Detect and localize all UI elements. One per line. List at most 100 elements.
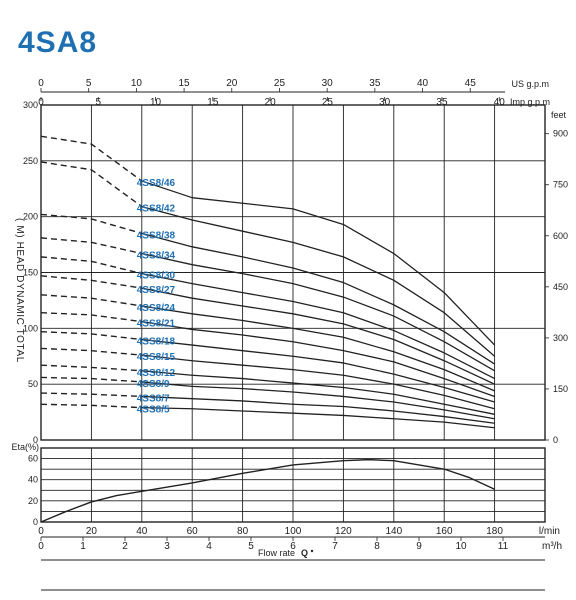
m3h-tick-label: 9 xyxy=(416,541,422,552)
m3h-tick-label: 1 xyxy=(80,541,86,552)
head-axis-tick-label: 250 xyxy=(23,156,38,166)
m3h-tick-label: 0 xyxy=(38,541,44,552)
m3h-tick-label: 8 xyxy=(374,541,380,552)
us-gpm-tick-label: 20 xyxy=(226,78,238,89)
lmin-tick-label: 160 xyxy=(436,526,453,537)
head-curve xyxy=(141,205,496,357)
efficiency-curve xyxy=(40,458,495,523)
lmin-tick-label: 140 xyxy=(385,526,402,537)
head-curve-dashed xyxy=(40,135,143,182)
series-label: 4SS8/24 xyxy=(137,303,176,314)
lmin-unit-label: l/min xyxy=(539,526,560,537)
m3h-unit-label: m³/h xyxy=(542,541,562,552)
head-curve xyxy=(141,287,495,385)
imp-gpm-tick-label: 30 xyxy=(379,97,391,108)
head-curve-dashed xyxy=(40,376,142,383)
head-axis-tick-label: 0 xyxy=(33,435,38,445)
series-label: 4SS8/42 xyxy=(137,204,176,215)
head-axis-tick-label: 50 xyxy=(28,379,38,389)
imp-gpm-tick-label: 10 xyxy=(150,97,162,108)
head-curve xyxy=(141,232,495,365)
us-gpm-tick-label: 15 xyxy=(179,78,191,89)
head-curve-dashed xyxy=(40,403,142,409)
head-curve xyxy=(141,338,495,403)
x-axis-title: Flow rate xyxy=(258,548,295,558)
feet-axis-tick-label: 600 xyxy=(553,231,568,241)
m3h-tick-label: 11 xyxy=(498,541,509,552)
m3h-tick-label: 2 xyxy=(122,541,128,552)
feet-axis-tick-label: 150 xyxy=(553,384,568,394)
imp-gpm-tick-label: 0 xyxy=(38,97,44,108)
us-gpm-tick-label: 25 xyxy=(274,78,286,89)
head-curve-dashed xyxy=(40,161,143,208)
series-label: 4SS8/30 xyxy=(137,271,176,282)
lmin-tick-label: 180 xyxy=(486,526,503,537)
series-label: 4SS8/15 xyxy=(137,352,176,363)
lmin-tick-label: 40 xyxy=(136,526,148,537)
head-axis-tick-label: 200 xyxy=(23,212,38,222)
lmin-tick-label: 60 xyxy=(187,526,199,537)
m3h-tick-label: 6 xyxy=(290,541,296,552)
series-label: 4SS8/12 xyxy=(137,368,176,379)
imp-gpm-tick-label: 15 xyxy=(207,97,219,108)
head-curve-dashed xyxy=(40,312,142,323)
feet-axis-unit-label: feet xyxy=(551,110,567,120)
m3h-tick-label: 10 xyxy=(455,541,467,552)
series-label: 4SS8/9 xyxy=(137,379,170,390)
m3h-tick-label: 5 xyxy=(248,541,254,552)
eff-axis-tick-label: 60 xyxy=(28,454,38,464)
head-curve xyxy=(141,354,495,410)
head-curve-dashed xyxy=(40,256,142,275)
head-curve-dashed xyxy=(40,294,142,307)
feet-axis-tick-label: 0 xyxy=(553,435,558,445)
lmin-tick-label: 120 xyxy=(335,526,352,537)
series-label: 4SS8/46 xyxy=(137,178,176,189)
m3h-tick-label: 3 xyxy=(164,541,170,552)
feet-axis-tick-label: 300 xyxy=(553,333,568,343)
head-curve xyxy=(141,320,495,398)
us-gpm-tick-label: 45 xyxy=(465,78,477,89)
eff-axis-tick-label: 0 xyxy=(33,517,38,527)
us-gpm-unit-label: US g.p.m xyxy=(511,79,549,89)
head-curve xyxy=(141,406,495,429)
head-curve-dashed xyxy=(40,330,142,341)
imp-gpm-tick-label: 35 xyxy=(436,97,448,108)
imp-gpm-tick-label: 25 xyxy=(322,97,334,108)
imp-gpm-tick-label: 20 xyxy=(265,97,277,108)
head-axis-tick-label: 150 xyxy=(23,268,38,278)
head-curve xyxy=(141,305,495,392)
feet-axis-tick-label: 450 xyxy=(553,282,568,292)
head-curve xyxy=(141,252,495,372)
eff-axis-tick-label: 40 xyxy=(28,475,38,485)
head-curve xyxy=(141,272,495,380)
lmin-tick-label: 20 xyxy=(86,526,98,537)
lmin-tick-label: 0 xyxy=(38,526,44,537)
head-axis-tick-label: 100 xyxy=(23,323,38,333)
lmin-tick-label: 100 xyxy=(285,526,302,537)
head-axis-tick-label: 300 xyxy=(23,100,38,110)
head-curve-dashed xyxy=(40,213,142,235)
imp-gpm-tick-label: 5 xyxy=(95,97,101,108)
us-gpm-tick-label: 0 xyxy=(38,78,44,89)
x-axis-symbol-dot xyxy=(310,549,314,553)
us-gpm-tick-label: 35 xyxy=(369,78,381,89)
head-curves: 4SS8/46 4SS8/42 4SS8/38 4SS8/34 4SS8/30 4SS8/… xyxy=(40,135,496,429)
us-gpm-tick-label: 40 xyxy=(417,78,429,89)
imp-gpm-tick-label: 40 xyxy=(494,97,506,108)
series-label: 4SS8/5 xyxy=(137,405,170,416)
head-curve xyxy=(141,180,496,346)
eff-axis-tick-label: 20 xyxy=(28,496,38,506)
imp-gpm-unit-label: Imp g.p.m xyxy=(510,97,550,107)
series-label: 4SS8/38 xyxy=(137,230,176,241)
head-curve-dashed xyxy=(40,275,142,289)
us-gpm-tick-label: 10 xyxy=(131,78,143,89)
feet-axis-tick-label: 750 xyxy=(553,180,568,190)
head-curve xyxy=(141,381,495,420)
series-label: 4SS8/7 xyxy=(137,393,170,404)
series-label: 4SS8/18 xyxy=(137,337,176,348)
chart-title: 4SA8 xyxy=(18,26,98,59)
us-gpm-tick-label: 30 xyxy=(322,78,334,89)
head-curve-dashed xyxy=(40,237,142,255)
